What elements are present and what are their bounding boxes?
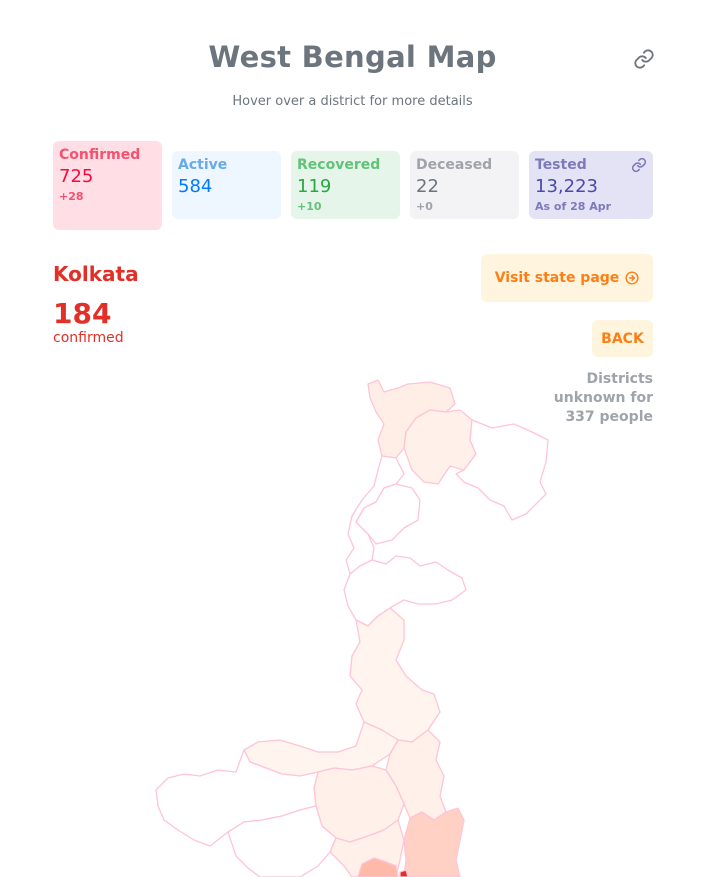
tested-value: 13,223 bbox=[535, 176, 598, 197]
arrow-right-circle-icon bbox=[625, 271, 639, 285]
map-district[interactable] bbox=[349, 607, 441, 743]
active-value: 584 bbox=[178, 176, 213, 197]
tested-label: Tested bbox=[535, 157, 587, 173]
map-district[interactable] bbox=[343, 555, 467, 627]
confirmed-stat-card[interactable]: Confirmed 725 +28 bbox=[53, 141, 162, 230]
unknown-note-line-3: 337 people bbox=[565, 409, 653, 425]
district-name: Kolkata bbox=[53, 262, 139, 286]
map-district[interactable] bbox=[455, 419, 549, 521]
back-button[interactable]: BACK bbox=[592, 320, 653, 357]
visit-state-page-button[interactable]: Visit state page bbox=[481, 254, 653, 302]
deceased-label: Deceased bbox=[416, 157, 493, 173]
visit-state-page-label: Visit state page bbox=[494, 270, 620, 286]
map-district[interactable] bbox=[403, 807, 465, 877]
page-title: West Bengal Map bbox=[208, 40, 497, 74]
tested-date: As of 28 Apr bbox=[535, 200, 612, 213]
link-icon[interactable] bbox=[631, 157, 647, 173]
recovered-label: Recovered bbox=[297, 157, 381, 173]
unknown-note-line-1: Districts bbox=[586, 371, 653, 387]
map-district[interactable] bbox=[355, 483, 421, 545]
tested-stat-card[interactable]: Tested 13,223 As of 28 Apr bbox=[529, 151, 653, 219]
confirmed-delta: +28 bbox=[59, 190, 84, 203]
district-confirmed-caption: confirmed bbox=[53, 330, 124, 346]
active-stat-card[interactable]: Active 584 bbox=[172, 151, 281, 219]
page-subtitle: Hover over a district for more details bbox=[232, 94, 473, 109]
deceased-value: 22 bbox=[416, 176, 439, 197]
confirmed-label: Confirmed bbox=[59, 147, 141, 163]
share-icon[interactable] bbox=[633, 48, 655, 70]
recovered-delta: +10 bbox=[297, 200, 322, 213]
unknown-note-line-2: unknown for bbox=[553, 390, 653, 406]
recovered-stat-card[interactable]: Recovered 119 +10 bbox=[291, 151, 400, 219]
map-district[interactable] bbox=[155, 749, 319, 847]
deceased-stat-card[interactable]: Deceased 22 +0 bbox=[410, 151, 519, 219]
map-district[interactable] bbox=[357, 857, 399, 877]
map-district-kolkata[interactable] bbox=[399, 869, 409, 877]
recovered-value: 119 bbox=[297, 176, 332, 197]
confirmed-value: 725 bbox=[59, 166, 94, 187]
unknown-districts-note: Districts unknown for 337 people bbox=[513, 370, 653, 427]
deceased-delta: +0 bbox=[416, 200, 433, 213]
active-label: Active bbox=[178, 157, 228, 173]
district-confirmed-count: 184 bbox=[53, 297, 112, 330]
